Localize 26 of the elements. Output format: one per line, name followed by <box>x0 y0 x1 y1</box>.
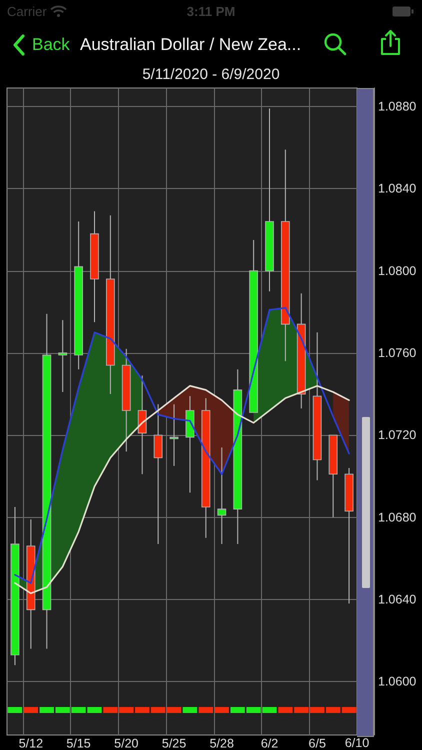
y-tick-label: 1.0840 <box>378 182 416 196</box>
y-tick-label: 1.0680 <box>378 510 416 524</box>
text: Carrier <box>7 4 47 19</box>
chart-title: Australian Dollar / New Zea... <box>80 35 302 55</box>
line-series <box>14 385 350 594</box>
x-tick-label: 5/15 <box>66 736 91 750</box>
text: 6/10 <box>344 736 370 750</box>
x-tick-label: 5/28 <box>210 736 234 750</box>
y-tick-label: 1.0600 <box>378 674 416 689</box>
chart-subtitle: 5/11/2020 - 6/9/2020 <box>141 66 281 84</box>
y-tick-label: 1.0760 <box>378 346 416 360</box>
y-tick-label: 1.0720 <box>378 428 416 442</box>
x-tick-label: 5/20 <box>114 736 139 750</box>
x-tick-label: 6/2 <box>260 736 278 750</box>
y-tick-label: 1.0880 <box>378 99 416 114</box>
x-tick-label: 6/5 <box>308 736 326 750</box>
y-tick-label: 1.0800 <box>378 264 416 278</box>
candlestick <box>170 404 178 466</box>
candlestick <box>217 446 226 544</box>
text: 3:11 PM <box>186 4 236 19</box>
candlestick <box>154 404 163 544</box>
text: Back <box>32 35 70 55</box>
x-tick-label: 5/25 <box>162 736 186 750</box>
y-tick-label: 1.0640 <box>378 592 416 606</box>
x-tick-label: 5/12 <box>18 736 44 750</box>
candlestick <box>58 320 68 392</box>
